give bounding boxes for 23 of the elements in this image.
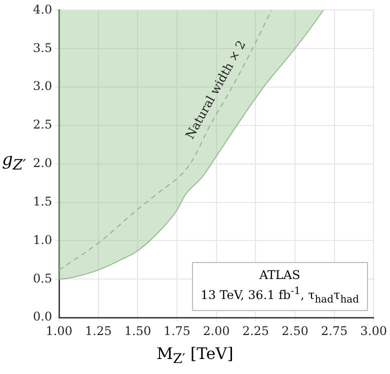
y-tick-label: 1.5 — [32, 194, 52, 208]
x-tick-label: 2.25 — [242, 324, 270, 338]
x-tick-label: 1.50 — [124, 324, 152, 338]
y-axis-title: g$_{Z′}$ — [2, 150, 26, 174]
annotation: ATLAS — [258, 267, 302, 284]
y-tick-label: 0.0 — [32, 310, 52, 324]
x-tick-label: 1.25 — [85, 324, 112, 338]
y-tick-label: 3.5 — [32, 40, 52, 55]
x-tick-label: 1.75 — [164, 324, 190, 338]
y-tick-label: 2.0 — [32, 156, 52, 170]
x-tick-label: 2.75 — [320, 324, 348, 338]
y-tick-label: 4.0 — [32, 2, 52, 16]
line-series — [59, 10, 272, 270]
y-tick-label: 1.0 — [32, 232, 52, 247]
y-tick-label: 2.5 — [32, 118, 52, 132]
annotation: 13 TeV, 36.1 fb$^{-1}$, τ$_{had}$τ$_{had}$ — [200, 285, 359, 308]
x-tick-label: 2.00 — [203, 324, 230, 338]
x-tick-label: 2.50 — [282, 324, 308, 338]
y-tick-label: 3.0 — [32, 79, 52, 94]
x-tick-label: 3.00 — [360, 324, 387, 338]
y-tick-label: 0.5 — [32, 271, 52, 286]
x-axis-title: M$_{Z′}$ [TeV] — [156, 344, 234, 368]
x-tick-label: 1.00 — [46, 324, 72, 338]
